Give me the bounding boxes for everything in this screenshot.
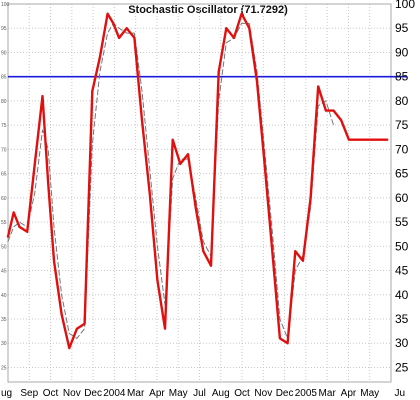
- y-tick-label-right: 75: [395, 118, 409, 132]
- y-tick-label-left: 40: [1, 293, 7, 299]
- x-tick-label: Mar: [127, 388, 145, 399]
- y-tick-label-left: 100: [1, 2, 10, 8]
- y-tick-label-left: 95: [1, 26, 7, 32]
- y-tick-label-right: 50: [395, 239, 409, 253]
- y-tick-label-right: 100: [395, 0, 415, 11]
- x-tick-label: Dec: [276, 388, 294, 399]
- y-tick-label-left: 35: [1, 317, 7, 323]
- x-tick-label: 2005: [295, 388, 318, 399]
- x-tick-label: 2004: [103, 388, 126, 399]
- x-tick-label: May: [169, 388, 188, 399]
- y-tick-label-right: 95: [395, 21, 409, 35]
- y-tick-label-left: 55: [1, 220, 7, 226]
- y-tick-label-right: 30: [395, 336, 409, 350]
- y-tick-label-right: 55: [395, 215, 409, 229]
- y-tick-label-right: 80: [395, 94, 409, 108]
- y-tick-label-left: 65: [1, 172, 7, 178]
- y-tick-label-left: 70: [1, 147, 7, 153]
- y-tick-label-right: 25: [395, 360, 409, 374]
- x-tick-label: Jul: [193, 388, 206, 399]
- y-tick-label-left: 85: [1, 75, 7, 81]
- y-tick-label-right: 60: [395, 191, 409, 205]
- x-tick-label: Mar: [319, 388, 337, 399]
- x-tick-label: Nov: [63, 388, 81, 399]
- x-tick-layer: ug Sep Oct Nov Dec 2004 Mar Apr May Jul Aug Oct Nov D…: [1, 388, 405, 399]
- y-tick-label-right: 35: [395, 312, 409, 326]
- y-tick-label-left: 75: [1, 123, 7, 129]
- series-layer: [6, 12, 389, 350]
- y-tick-label-left: 80: [1, 99, 7, 105]
- stochastic-series-line: [6, 12, 389, 350]
- y-tick-label-right: 85: [395, 70, 409, 84]
- plot-frame: [7, 3, 392, 383]
- y-tick-label-left: 90: [1, 50, 7, 56]
- y-tick-label-right: 65: [395, 167, 409, 181]
- x-tick-label: Ju: [394, 388, 405, 399]
- y-tick-label-right: 40: [395, 288, 409, 302]
- y-tick-label-right: 70: [395, 142, 409, 156]
- x-tick-label: Nov: [254, 388, 272, 399]
- x-tick-label: Apr: [149, 388, 165, 399]
- x-tick-label: Oct: [234, 388, 250, 399]
- x-tick-label: May: [360, 388, 379, 399]
- x-tick-label: ug: [1, 388, 12, 399]
- y-tick-layer: 25 25 30 30 35 35 40 40 45 45 50 50 55 55 60 60 65 65 70 70…: [1, 0, 415, 374]
- y-tick-label-left: 60: [1, 196, 7, 202]
- y-tick-label-left: 50: [1, 244, 7, 250]
- y-tick-label-right: 90: [395, 45, 409, 59]
- y-tick-label-left: 25: [1, 365, 7, 371]
- x-tick-label: Oct: [43, 388, 59, 399]
- x-tick-label: Aug: [212, 388, 230, 399]
- y-tick-label-left: 45: [1, 269, 7, 275]
- y-tick-label-left: 30: [1, 341, 7, 347]
- x-tick-label: Sep: [20, 388, 38, 399]
- chart-title: Stochastic Oscillator (71.7292): [128, 4, 288, 16]
- y-tick-label-right: 45: [395, 264, 409, 278]
- x-tick-label: Dec: [84, 388, 102, 399]
- x-tick-label: Apr: [341, 388, 357, 399]
